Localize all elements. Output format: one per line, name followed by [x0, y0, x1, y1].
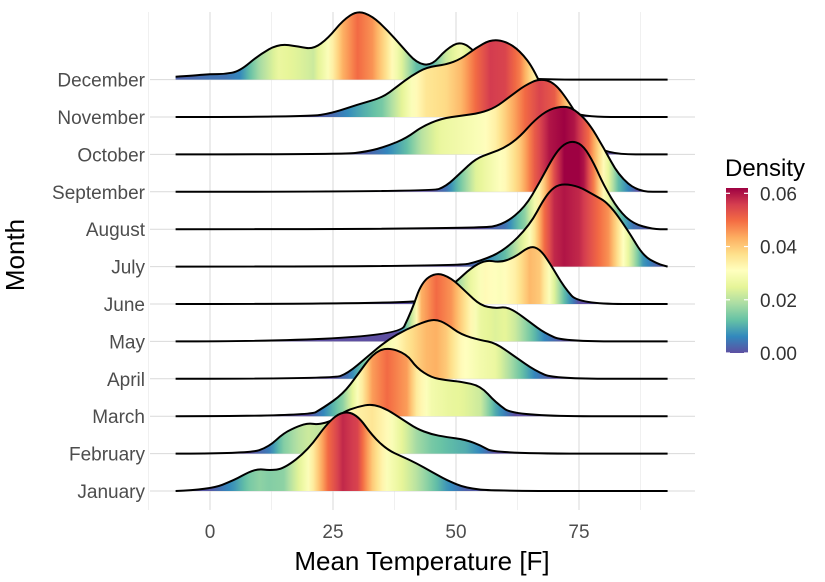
month-label: July — [111, 258, 145, 279]
month-label: June — [104, 295, 145, 316]
month-label: October — [77, 145, 145, 166]
ridge-march — [175, 347, 668, 418]
ridge-july — [175, 183, 668, 268]
month-label: November — [57, 108, 145, 129]
x-tick-label: 25 — [322, 522, 343, 543]
month-label: December — [57, 71, 145, 92]
month-label: April — [107, 370, 145, 391]
legend-label: 0.06 — [760, 184, 797, 205]
y-axis-title: Month — [0, 219, 30, 291]
ridge-outline — [175, 140, 668, 231]
month-label: March — [92, 407, 145, 428]
month-label: May — [109, 332, 145, 353]
ridge-may — [175, 273, 668, 343]
x-tick-labels: 0 25 50 75 — [205, 522, 590, 543]
month-label: January — [77, 482, 145, 503]
x-axis-title: Mean Temperature [F] — [294, 546, 549, 576]
legend-label: 0.04 — [760, 238, 797, 259]
ridge-outline — [175, 319, 668, 380]
ridge-fill — [175, 412, 668, 491]
ridge-fill — [175, 106, 668, 192]
ridge-fill — [175, 184, 668, 267]
ridge-april — [175, 319, 668, 380]
ridge-fill — [175, 247, 668, 304]
ridge-fill — [175, 274, 668, 342]
ridge-outline — [175, 39, 668, 118]
x-tick-label: 75 — [568, 522, 589, 543]
ridge-outline — [175, 78, 668, 156]
ridge-outline — [175, 273, 668, 343]
legend-label: 0.02 — [760, 291, 797, 312]
legend-colorbar — [726, 188, 748, 353]
density-legend: Density 0.06 0.04 0.02 0.00 — [725, 155, 805, 365]
month-label: February — [69, 445, 146, 466]
legend-title: Density — [725, 155, 805, 182]
ridge-outline — [175, 347, 668, 418]
ridge-fill — [175, 320, 668, 379]
ridge-january — [175, 411, 668, 492]
ridge-fill — [175, 12, 668, 80]
ridge-fill — [175, 404, 668, 454]
ridges — [175, 11, 668, 492]
ridge-february — [175, 403, 668, 455]
month-label: August — [86, 220, 146, 241]
ridge-fill — [175, 348, 668, 417]
x-tick-label: 0 — [205, 522, 216, 543]
ridge-outline — [175, 403, 668, 455]
legend-labels: 0.06 0.04 0.02 0.00 — [726, 184, 797, 365]
x-tick-label: 50 — [445, 522, 466, 543]
ridge-september — [175, 105, 668, 193]
month-label: September — [52, 183, 146, 204]
ridge-outline — [175, 11, 668, 81]
ridge-outline — [175, 183, 668, 268]
ridge-outline — [175, 411, 668, 492]
ridge-december — [175, 11, 668, 81]
legend-label: 0.00 — [760, 344, 797, 365]
ridge-outline — [175, 105, 668, 193]
month-tick-labels: January February March April May June July Augu… — [52, 71, 146, 503]
